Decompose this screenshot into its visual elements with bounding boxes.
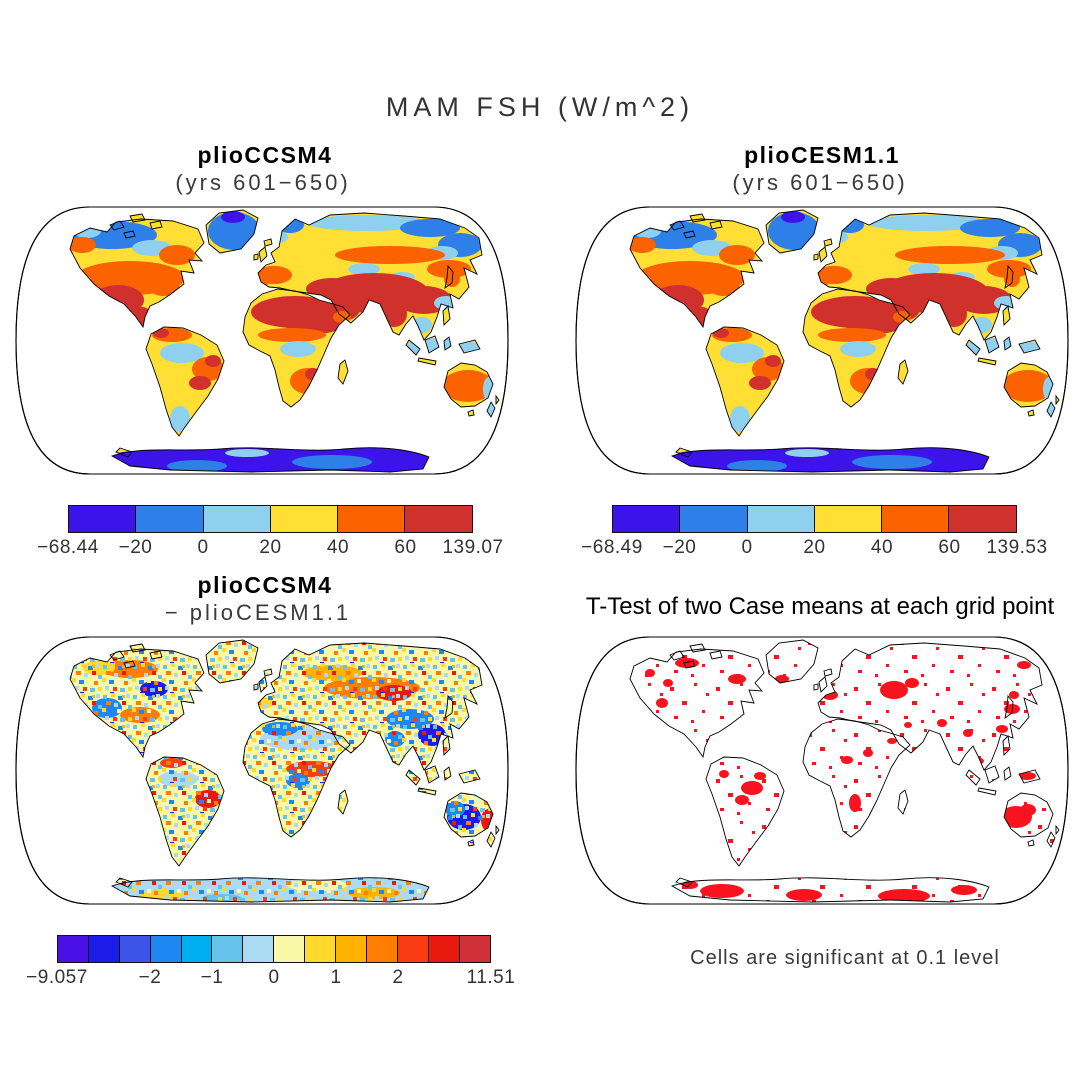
- world-map-svg: [15, 206, 509, 475]
- colorbar-segment: [337, 505, 406, 533]
- colorbar-tick-label: 40: [326, 537, 350, 558]
- colorbar-tick-label: 11.51: [466, 967, 516, 988]
- colorbar-segment: [202, 505, 272, 533]
- colorbar-tick-label: 1: [330, 967, 342, 988]
- colorbar-segment: [68, 505, 137, 533]
- colorbar-segment: [211, 935, 244, 963]
- map-bottom-right: [572, 633, 1072, 908]
- colorbar-tick-label: −68.49: [581, 537, 643, 558]
- panel-subtitle-top-left: (yrs 601−650): [175, 170, 351, 195]
- colorbar-segment: [813, 505, 883, 533]
- shaded-field-layer: [630, 211, 1059, 472]
- colorbar-tick-label: 20: [803, 537, 826, 558]
- colorbar-segment: [948, 505, 1017, 533]
- colorbar-segment: [269, 505, 339, 533]
- colorbar-tick-label: 0: [268, 967, 280, 988]
- colorbar-segment: [365, 935, 399, 963]
- colorbar-segment: [149, 935, 183, 963]
- significance-caption: Cells are significant at 0.1 level: [690, 947, 1000, 969]
- colorbar-segment: [612, 505, 681, 533]
- colorbar-tick-label: −68.44: [37, 537, 99, 558]
- colorbar-labels-bottom-left: −9.057 −2 −1 0 1 2 11.51: [26, 967, 515, 991]
- colorbar-top-right: [612, 505, 1017, 533]
- colorbar-segment: [180, 935, 213, 963]
- colorbar-labels-top-left: −68.44 −20 0 20 40 60 139.07: [37, 537, 503, 561]
- colorbar-segment: [87, 935, 121, 963]
- map-top-left: [12, 203, 512, 478]
- colorbar-segment: [746, 505, 816, 533]
- colorbar-tick-label: 0: [197, 537, 209, 558]
- colorbar-tick-label: 2: [392, 967, 404, 988]
- colorbar-segment: [242, 935, 275, 963]
- world-map-svg: [575, 636, 1069, 905]
- colorbar-tick-label: 139.07: [442, 537, 504, 558]
- colorbar-segment: [135, 505, 204, 533]
- panel-title-bottom-left: plioCCSM4: [197, 572, 333, 598]
- colorbar-segment: [427, 935, 461, 963]
- panel-title-bottom-right: T-Test of two Case means at each grid po…: [585, 593, 1055, 620]
- colorbar-segment: [881, 505, 950, 533]
- world-map-svg: [15, 636, 509, 905]
- colorbar-segment: [679, 505, 748, 533]
- colorbar-tick-label: −1: [200, 967, 224, 988]
- colorbar-segment: [404, 505, 473, 533]
- panel-title-top-left: plioCCSM4: [197, 142, 333, 168]
- colorbar-tick-label: 60: [394, 537, 417, 558]
- colorbar-segment: [335, 935, 368, 963]
- map-top-right: [572, 203, 1072, 478]
- colorbar-segment: [304, 935, 337, 963]
- panel-subtitle-bottom-left: − plioCESM1.1: [164, 600, 352, 625]
- colorbar-bottom-left: [57, 935, 491, 963]
- colorbar-tick-label: −20: [118, 537, 153, 558]
- colorbar-tick-label: −20: [662, 537, 697, 558]
- colorbar-tick-label: 139.53: [986, 537, 1048, 558]
- colorbar-segment: [273, 935, 306, 963]
- colorbar-tick-label: 60: [938, 537, 961, 558]
- colorbar-top-left: [68, 505, 473, 533]
- colorbar-tick-label: 0: [741, 537, 753, 558]
- colorbar-segment: [458, 935, 491, 963]
- panel-title-top-right: plioCESM1.1: [744, 142, 900, 168]
- colorbar-segment: [396, 935, 430, 963]
- colorbar-tick-label: −9.057: [26, 967, 88, 988]
- colorbar-tick-label: 40: [870, 537, 894, 558]
- colorbar-segment: [57, 935, 90, 963]
- significant-cells-layer: [645, 658, 1036, 902]
- colorbar-labels-top-right: −68.49 −20 0 20 40 60 139.53: [581, 537, 1047, 561]
- panel-subtitle-top-right: (yrs 601−650): [732, 170, 908, 195]
- map-bottom-left: [12, 633, 512, 908]
- figure-title: MAM FSH (W/m^2): [385, 92, 695, 122]
- world-map-svg: [575, 206, 1069, 475]
- colorbar-tick-label: −2: [138, 967, 162, 988]
- colorbar-segment: [118, 935, 152, 963]
- colorbar-tick-label: 20: [259, 537, 282, 558]
